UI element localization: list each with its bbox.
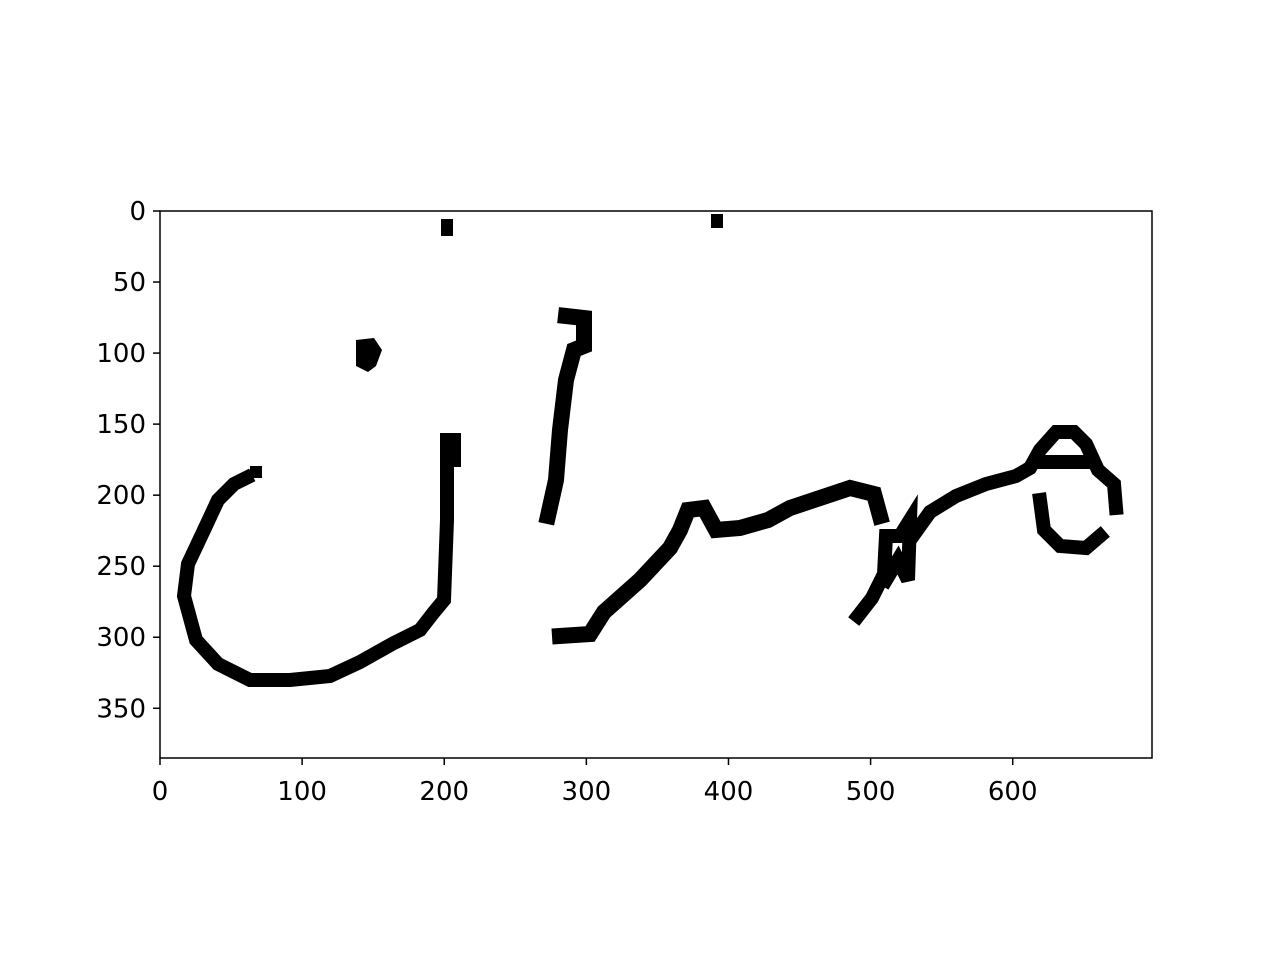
ink-stroke — [848, 494, 918, 626]
axes-frame — [159, 210, 1153, 759]
y-tick-label: 150 — [96, 410, 146, 440]
ink-stroke — [900, 425, 1124, 550]
y-tick-label: 350 — [96, 694, 146, 724]
x-axis: 0 100 200 300 400 500 600 — [152, 758, 1038, 807]
x-tick-label: 200 — [419, 777, 469, 807]
y-tick-label: 50 — [113, 268, 146, 298]
y-tick-label: 200 — [96, 481, 146, 511]
ink-stroke — [551, 479, 890, 645]
x-tick-label: 600 — [988, 777, 1038, 807]
x-tick-label: 500 — [846, 777, 896, 807]
ink-stroke — [1032, 492, 1110, 556]
ink-speck — [441, 219, 453, 236]
x-tick-label: 300 — [562, 777, 612, 807]
y-tick-label: 100 — [96, 339, 146, 369]
y-tick-label: 300 — [96, 623, 146, 653]
x-tick-label: 0 — [152, 777, 169, 807]
ink-stroke — [538, 307, 592, 526]
ink-speck — [250, 466, 262, 478]
handwriting-strokes — [176, 214, 1124, 687]
ink-stroke — [176, 433, 454, 687]
y-axis: 0 50 100 150 200 250 300 350 — [96, 197, 160, 724]
y-tick-label: 0 — [129, 197, 146, 227]
x-tick-label: 400 — [704, 777, 754, 807]
ink-dot — [356, 338, 382, 372]
ink-speck — [711, 214, 723, 228]
y-tick-label: 250 — [96, 552, 146, 582]
image-axes — [159, 210, 1153, 759]
x-tick-label: 100 — [277, 777, 327, 807]
